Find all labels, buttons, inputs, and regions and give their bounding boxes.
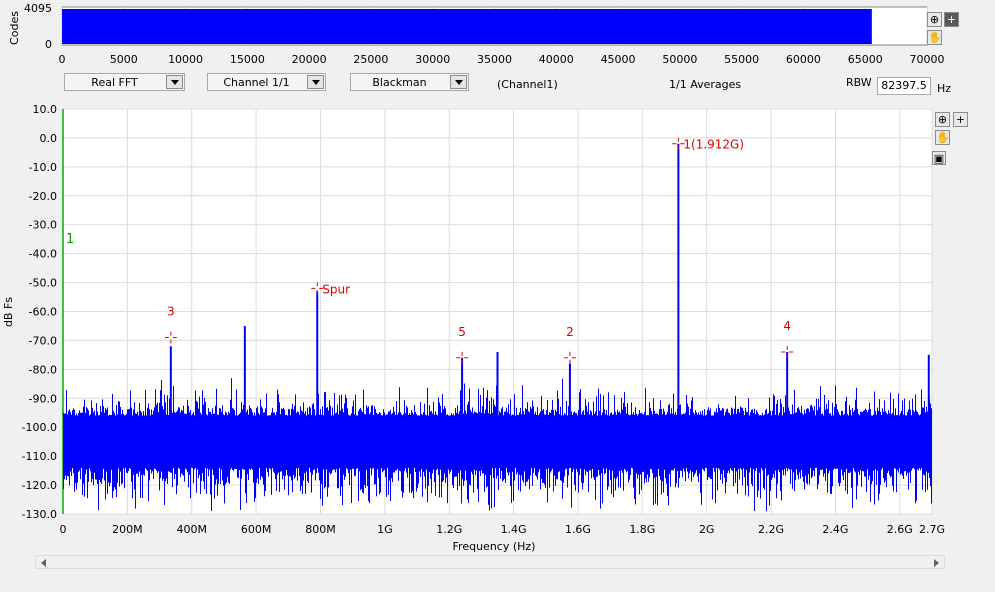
y-tick-label: 10.0 (33, 103, 58, 116)
hand-pan-icon[interactable]: ✋ (935, 130, 950, 145)
y-tick-label: -10.0 (29, 161, 57, 174)
time-ytick-min: 0 (45, 38, 52, 51)
rbw-unit-label: Hz (937, 82, 952, 95)
x-tick-label: 600M (241, 523, 272, 536)
x-tick-label: 1.6G (565, 523, 591, 536)
y-tick-label: -120.0 (22, 479, 57, 492)
marker-label: 2 (566, 325, 574, 339)
time-xtick-label: 0 (59, 53, 66, 66)
y-tick-label: -70.0 (29, 334, 57, 347)
zoom-icon[interactable]: ⊕ (935, 112, 950, 127)
y-tick-label: -100.0 (22, 421, 57, 434)
x-tick-label: 1.8G (629, 523, 655, 536)
channel-label: (Channel1) (497, 78, 558, 91)
y-tick-label: -90.0 (29, 392, 57, 405)
y-tick-label: -80.0 (29, 363, 57, 376)
marker-label: 4 (783, 319, 791, 333)
x-tick-label: 1G (377, 523, 393, 536)
time-data-fill (62, 9, 872, 44)
time-ytick-max: 4095 (24, 2, 52, 15)
time-xtick-label: 35000 (477, 53, 512, 66)
marker[interactable]: 4 (781, 319, 794, 358)
x-tick-label: 0 (60, 523, 67, 536)
time-xtick-label: 5000 (110, 53, 138, 66)
channel-select[interactable]: Channel 1/1 (207, 73, 326, 91)
chevron-down-icon[interactable] (450, 75, 467, 89)
fft-type-select[interactable]: Real FFT (64, 73, 185, 91)
channel-value: Channel 1/1 (223, 76, 290, 89)
marker[interactable]: 3 (164, 305, 177, 344)
plus-icon[interactable]: + (953, 112, 968, 127)
x-tick-label: 2.6G (887, 523, 913, 536)
marker-label: 5 (458, 325, 466, 339)
window-select[interactable]: Blackman (350, 73, 469, 91)
side-channel-label: 1 (66, 232, 74, 247)
marker[interactable]: 1(1.912G) (672, 137, 744, 152)
time-domain-plot: Codes 4095 0 0 5000 10000 15000 20000 25000 30… (8, 2, 945, 66)
averages-label: 1/1 Averages (669, 78, 742, 91)
y-tick-label: -20.0 (29, 190, 57, 203)
time-xtick-label: 25000 (353, 53, 388, 66)
marker-label: 1(1.912G) (683, 138, 744, 152)
zoom-reset-icon[interactable]: ▣ (932, 151, 946, 165)
y-tick-label: -40.0 (29, 248, 57, 261)
y-tick-label: -50.0 (29, 277, 57, 290)
y-axis-label: dB Fs (2, 297, 15, 327)
chevron-down-icon[interactable] (166, 75, 183, 89)
zoom-icon[interactable]: ⊕ (927, 12, 942, 27)
x-tick-label: 2.2G (758, 523, 784, 536)
time-xtick-label: 55000 (724, 53, 759, 66)
codes-axis-label: Codes (8, 11, 21, 45)
time-xtick-label: 20000 (292, 53, 327, 66)
horizontal-scrollbar[interactable] (35, 555, 945, 569)
x-tick-label: 800M (305, 523, 336, 536)
scroll-right-icon[interactable] (934, 559, 939, 567)
time-xtick-label: 50000 (662, 53, 697, 66)
y-tick-label: -30.0 (29, 219, 57, 232)
marker[interactable]: 2 (563, 325, 576, 364)
noise-trace (63, 378, 932, 512)
chevron-down-icon[interactable] (307, 75, 324, 89)
marker[interactable]: Spur (311, 282, 350, 296)
x-tick-label: 2.4G (822, 523, 848, 536)
time-xtick-label: 65000 (848, 53, 883, 66)
y-tick-label: 0.0 (40, 132, 58, 145)
rbw-field[interactable]: 82397.5 (877, 77, 931, 95)
y-tick-label: -110.0 (22, 450, 57, 463)
time-xtick-label: 40000 (539, 53, 574, 66)
time-xtick-label: 60000 (786, 53, 821, 66)
hand-pan-icon[interactable]: ✋ (927, 30, 942, 45)
plus-icon[interactable]: + (944, 12, 959, 27)
time-xtick-label: 10000 (168, 53, 203, 66)
time-xtick-label: 45000 (601, 53, 636, 66)
marker[interactable]: 5 (456, 325, 469, 364)
window-value: Blackman (372, 76, 427, 89)
x-tick-label: 2.7G (919, 523, 945, 536)
y-tick-label: -130.0 (22, 508, 57, 521)
x-tick-label: 1.2G (436, 523, 462, 536)
fft-type-value: Real FFT (91, 76, 138, 89)
time-xtick-label: 70000 (910, 53, 945, 66)
x-tick-label: 400M (176, 523, 207, 536)
scroll-left-icon[interactable] (41, 559, 46, 567)
time-xtick-label: 15000 (230, 53, 265, 66)
x-tick-label: 1.4G (501, 523, 527, 536)
marker-label: 3 (167, 305, 175, 319)
y-tick-label: -60.0 (29, 306, 57, 319)
time-xtick-label: 30000 (415, 53, 450, 66)
fft-spectrum-chart: 1(1.912G) Spur 3 5 2 4 10.0 0.0 -10.0 -20.0 -30.0… (2, 103, 945, 553)
x-axis-label: Frequency (Hz) (453, 540, 536, 553)
rbw-label: RBW (846, 76, 872, 89)
x-tick-label: 2G (699, 523, 715, 536)
marker-label: Spur (322, 282, 350, 296)
x-tick-label: 200M (112, 523, 143, 536)
